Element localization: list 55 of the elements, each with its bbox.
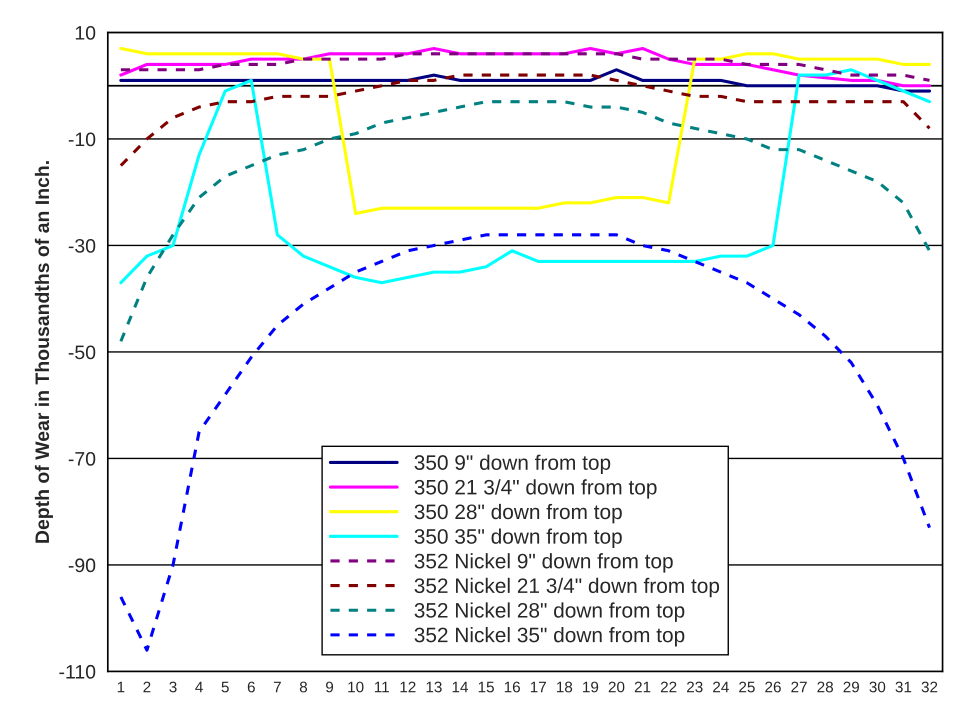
x-tick-label: 1 [118, 682, 124, 692]
x-tick-label: 20 [608, 682, 624, 692]
line-series [119, 74, 932, 168]
y-axis-title: Depth of Wear in Thousandths of an Inch. [34, 161, 53, 543]
x-tick-label: 19 [583, 682, 598, 692]
x-tick-label: 3 [169, 682, 177, 692]
x-tick-label: 7 [274, 682, 281, 692]
x-tick-label: 10 [348, 682, 364, 692]
y-tick-label: -110 [59, 664, 96, 679]
x-tick-label: 32 [922, 682, 938, 692]
x-tick-label: 9 [326, 682, 334, 692]
line-series [119, 68, 932, 93]
x-tick-label: 12 [400, 682, 416, 692]
x-tick-label: 6 [248, 682, 255, 692]
line-series [119, 52, 932, 82]
x-tick-label: 29 [844, 682, 860, 692]
y-tick-label: -50 [68, 345, 96, 360]
line-series [119, 46, 932, 216]
line-series [119, 233, 932, 652]
legend-label: 350 28" down from top [414, 504, 622, 524]
y-tick-label: 10 [76, 26, 96, 40]
x-tick-label: 15 [478, 682, 494, 692]
x-tick-label: 24 [713, 682, 729, 692]
y-tick-label: -10 [68, 132, 96, 146]
legend-label: 352 Nickel 28" down from top [414, 602, 684, 622]
y-tick-label: -30 [68, 238, 96, 253]
x-tick-label: 26 [765, 682, 781, 692]
legend-label: 352 Nickel 21 3/4" down from top [414, 578, 720, 598]
legend-label: 352 Nickel 9" down from top [414, 553, 673, 573]
legend-label: 350 9" down from top [414, 454, 610, 474]
x-tick-label: 4 [195, 682, 203, 692]
x-tick-label: 23 [687, 682, 703, 692]
legend-label: 352 Nickel 35" down from top [414, 627, 684, 646]
x-tick-label: 31 [896, 682, 912, 692]
line-series [119, 68, 932, 284]
y-tick-label: -90 [68, 558, 96, 572]
x-tick-label: 14 [452, 682, 468, 692]
x-tick-label: 13 [426, 682, 442, 692]
y-tick-label: -70 [68, 452, 96, 466]
x-tick-label: 5 [222, 682, 229, 692]
x-tick-label: 21 [634, 682, 650, 692]
x-tick-label: 2 [143, 682, 150, 692]
x-tick-label: 27 [791, 682, 807, 692]
x-tick-label: 17 [530, 682, 546, 692]
x-tick-label: 11 [374, 682, 389, 692]
x-tick-label: 28 [817, 682, 833, 692]
x-tick-label: 22 [660, 682, 676, 692]
x-tick-label: 25 [739, 682, 755, 692]
x-tick-label: 16 [504, 682, 520, 692]
x-tick-label: 30 [869, 682, 886, 692]
x-tick-label: 18 [556, 682, 572, 692]
line-series [119, 100, 932, 343]
legend-label: 350 35" down from top [414, 528, 622, 548]
legend-label: 350 21 3/4" down from top [414, 479, 657, 499]
x-tick-label: 8 [300, 682, 308, 692]
